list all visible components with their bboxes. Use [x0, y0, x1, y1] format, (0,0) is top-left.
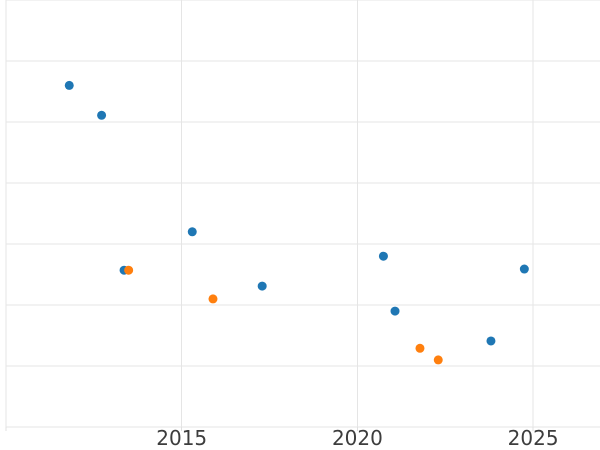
data-point-series-2 [415, 343, 425, 353]
data-point-series-2 [124, 265, 134, 275]
x-tick-label: 2025 [508, 426, 559, 450]
data-point-series-1 [378, 251, 388, 261]
data-point-series-2 [433, 355, 443, 365]
x-tick-label: 2020 [332, 426, 383, 450]
data-point-series-1 [97, 110, 107, 120]
data-point-series-1 [390, 306, 400, 316]
data-point-series-2 [208, 294, 218, 304]
data-point-series-1 [187, 227, 197, 237]
x-tick-label: 2015 [156, 426, 207, 450]
data-point-series-1 [486, 336, 496, 346]
data-point-series-1 [519, 264, 529, 274]
data-point-series-1 [257, 281, 267, 291]
data-point-series-1 [64, 80, 74, 90]
